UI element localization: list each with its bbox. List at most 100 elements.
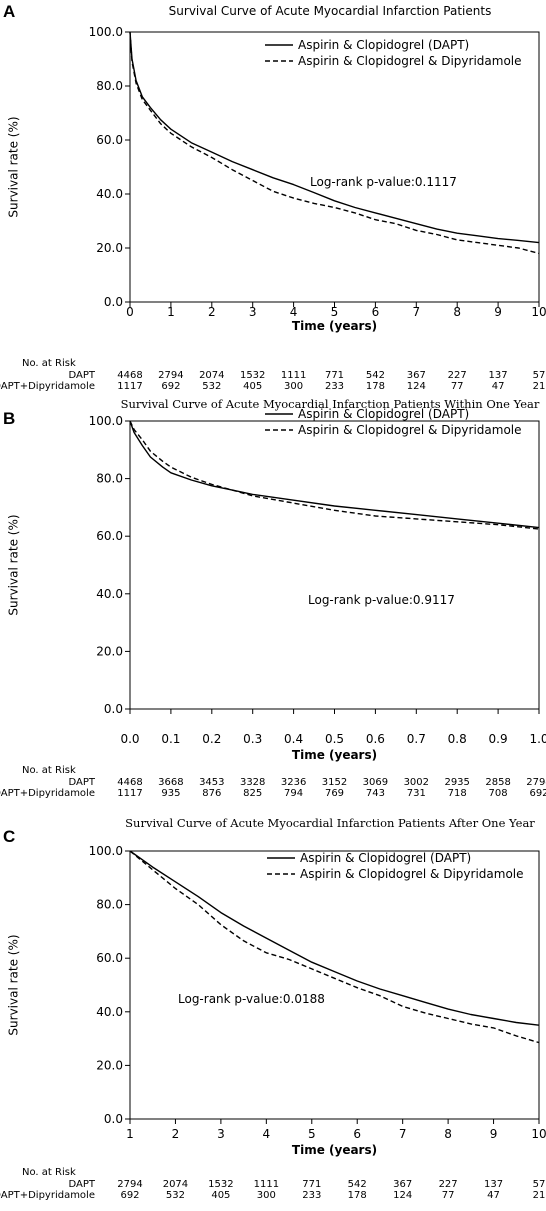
y-tick-label: 80.0: [96, 472, 123, 486]
risk-count: 532: [202, 381, 222, 392]
risk-count: 1111: [253, 1179, 280, 1190]
risk-count: 692: [161, 381, 181, 392]
x-tick-label: 6: [372, 305, 380, 319]
x-axis-label: Time (years): [292, 748, 377, 762]
x-tick-label: 0: [126, 305, 134, 319]
risk-count: 3152: [321, 777, 348, 788]
risk-count: 124: [406, 381, 426, 392]
risk-table-header: No. at Risk: [22, 358, 76, 369]
x-tick-label: 3: [249, 305, 257, 319]
y-tick-label: 40.0: [96, 1005, 123, 1019]
risk-table-a: No. at Risk DAPT 4468 2794 2074 1532 1111 771 54…: [0, 358, 546, 398]
x-tick-label: 0.9: [489, 732, 508, 746]
y-tick-label: 0.0: [104, 702, 123, 716]
y-tick-label: 60.0: [96, 951, 123, 965]
x-tick-label: 2: [172, 1127, 180, 1141]
panel-letter-a: A: [3, 2, 16, 21]
risk-count: 3069: [362, 777, 389, 788]
y-tick-label: 20.0: [96, 241, 123, 255]
y-tick-label: 100.0: [89, 25, 123, 39]
plot-frame: [129, 420, 540, 710]
chart-title: Survival Curve of Acute Myocardial Infar…: [168, 4, 492, 18]
risk-count: 4468: [117, 370, 143, 381]
risk-count: 57: [532, 1179, 546, 1190]
risk-count: 2074: [199, 370, 225, 381]
legend-entry: Aspirin & Clopidogrel (DAPT): [298, 407, 469, 421]
x-tick-label: 7: [399, 1127, 407, 1141]
log-rank-annotation: Log-rank p-value:0.9117: [308, 593, 455, 607]
risk-count: 771: [324, 370, 345, 381]
risk-count: 731: [406, 788, 426, 799]
risk-row-label: DAPT+Dipyridamole: [0, 1190, 95, 1201]
risk-count: 708: [488, 788, 508, 799]
x-tick-label: 0.4: [284, 732, 303, 746]
y-tick-label: 0.0: [104, 1112, 123, 1126]
y-tick-label: 100.0: [89, 414, 123, 428]
risk-count: 1117: [117, 381, 143, 392]
risk-row-label: DAPT: [68, 777, 95, 788]
x-tick-label: 8: [444, 1127, 452, 1141]
panel-b: B Survival Curve of Acute Myocardial Inf…: [0, 395, 546, 815]
risk-count: 21: [532, 381, 546, 392]
y-tick-label: 80.0: [96, 79, 123, 93]
risk-count: 3328: [239, 777, 266, 788]
series-line-dapt-dipyridamole: [129, 31, 540, 255]
x-tick-label: 1.0: [529, 732, 546, 746]
risk-table-c: No. at Risk DAPT 2794 2074 1532 1111 771 542 367…: [0, 1167, 546, 1207]
risk-table-b: No. at Risk DAPT 4468 3668 3453 3328 3236 3152 3…: [0, 765, 546, 805]
x-tick-label: 1: [126, 1127, 134, 1141]
risk-count: 21: [532, 1190, 546, 1201]
risk-count: 77: [450, 381, 464, 392]
risk-count: 178: [347, 1190, 367, 1201]
series-line-dapt-dipyridamole: [129, 420, 540, 530]
x-tick-label: 5: [331, 305, 339, 319]
risk-count: 825: [243, 788, 263, 799]
x-tick-label: 10: [531, 1127, 546, 1141]
risk-count: 300: [256, 1190, 276, 1201]
panel-c: C Survival Curve of Acute Myocardial Inf…: [0, 815, 546, 1211]
risk-count: 233: [324, 381, 345, 392]
y-axis-label: Survival rate (%): [7, 116, 21, 217]
risk-count: 3002: [403, 777, 430, 788]
risk-count: 542: [347, 1179, 367, 1190]
risk-count: 718: [447, 788, 467, 799]
risk-count: 2794: [526, 777, 546, 788]
risk-count: 178: [365, 381, 385, 392]
chart-title: Survival Curve of Acute Myocardial Infar…: [120, 397, 540, 411]
risk-count: 405: [243, 381, 263, 392]
risk-count: 532: [165, 1190, 185, 1201]
risk-count: 794: [284, 788, 304, 799]
x-tick-label: 0.5: [325, 732, 344, 746]
x-tick-label: 2: [208, 305, 216, 319]
risk-count: 2074: [162, 1179, 189, 1190]
legend-entry: Aspirin & Clopidogrel & Dipyridamole: [300, 867, 524, 881]
log-rank-annotation: Log-rank p-value:0.1117: [310, 175, 457, 189]
risk-count: 876: [202, 788, 222, 799]
risk-count: 3668: [158, 777, 184, 788]
y-tick-label: 100.0: [89, 844, 123, 858]
x-tick-label: 7: [412, 305, 420, 319]
risk-count: 2794: [158, 370, 184, 381]
risk-count: 935: [161, 788, 181, 799]
plot-frame: [129, 31, 540, 303]
x-tick-label: 4: [263, 1127, 271, 1141]
x-tick-label: 6: [353, 1127, 361, 1141]
x-tick-label: 9: [490, 1127, 498, 1141]
risk-count: 137: [488, 370, 508, 381]
risk-row-label: DAPT: [68, 370, 95, 381]
risk-count: 771: [302, 1179, 322, 1190]
risk-count: 3453: [199, 777, 225, 788]
y-axis-label: Survival rate (%): [7, 514, 21, 615]
x-tick-label: 0.7: [407, 732, 426, 746]
series-line-dapt: [129, 31, 540, 244]
y-tick-label: 40.0: [96, 187, 123, 201]
risk-row-label: DAPT: [68, 1179, 95, 1190]
risk-count: 4468: [117, 777, 143, 788]
risk-count: 1532: [239, 370, 266, 381]
risk-count: 2935: [444, 777, 470, 788]
risk-count: 367: [406, 370, 426, 381]
risk-count: 233: [302, 1190, 322, 1201]
survival-chart-a: 0.0 20.0 40.0 60.0 80.0 100.0 0 1 2 3 4 5 6 7 8 9 10 Time…: [7, 25, 546, 333]
legend-entry: Aspirin & Clopidogrel (DAPT): [298, 38, 469, 52]
risk-table-header: No. at Risk: [22, 1167, 76, 1178]
